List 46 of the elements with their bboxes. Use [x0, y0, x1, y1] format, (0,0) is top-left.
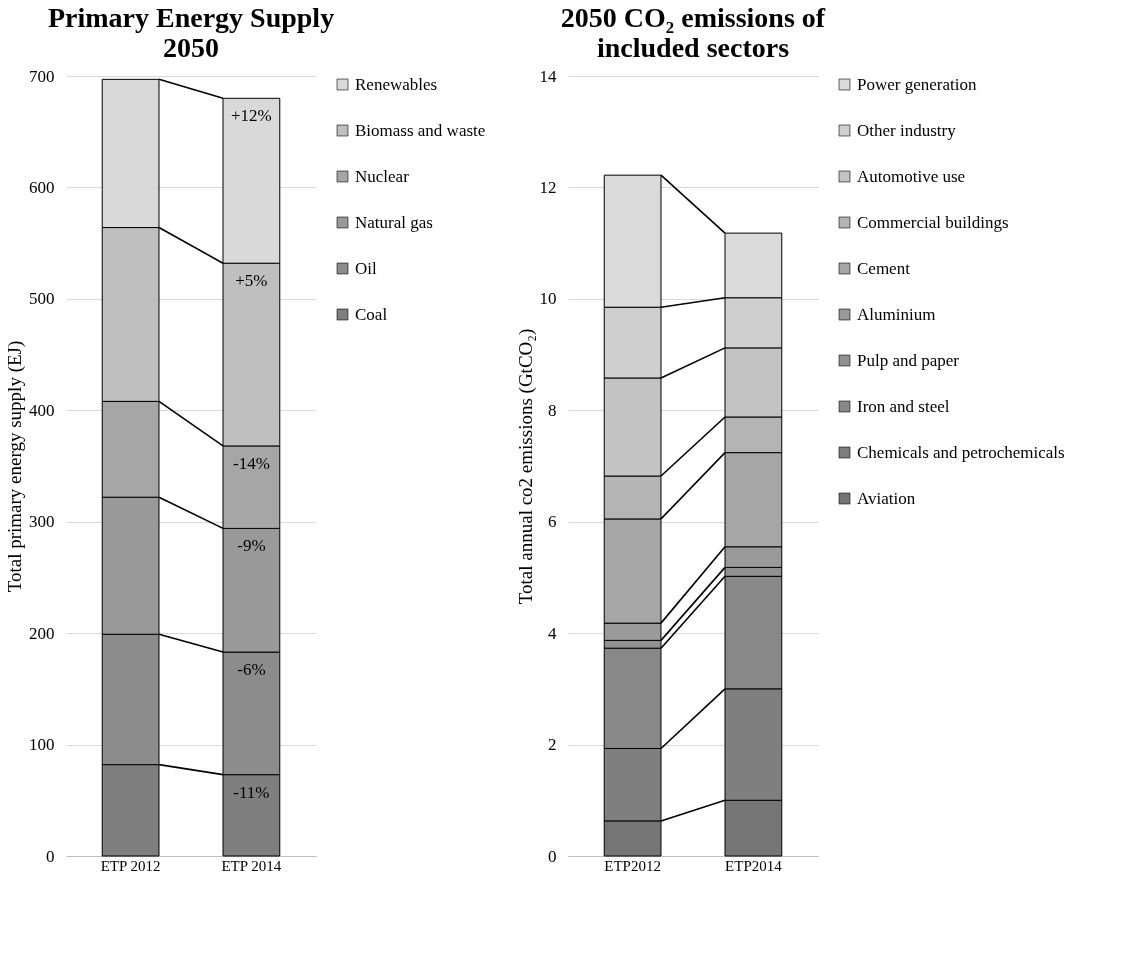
legend-label: Nuclear	[355, 166, 410, 186]
x-tick-label: ETP 2014	[221, 857, 282, 874]
chart-title: Primary Energy Supply 2050	[47, 2, 335, 63]
y-tick-label: 200	[29, 623, 55, 643]
legend-label: Chemicals and petrochemicals	[857, 442, 1065, 462]
y-tick-label: 600	[29, 177, 55, 197]
y-tick-label: 4	[548, 623, 557, 643]
annotation: -6%	[237, 660, 266, 680]
legend-label: Aluminium	[857, 304, 936, 324]
x-tick-label: ETP2014	[725, 857, 783, 874]
y-tick-label: 14	[539, 66, 557, 86]
y-tick-label: 6	[548, 512, 557, 532]
legend-label: Aviation	[857, 488, 916, 508]
y-tick-label: 300	[29, 512, 55, 532]
y-tick-label: 12	[539, 177, 557, 197]
annotation: -9%	[237, 536, 266, 556]
legend-label: Natural gas	[355, 212, 433, 232]
legend-label: Commercial buildings	[857, 212, 1009, 232]
legend-label: Pulp and paper	[857, 350, 960, 370]
y-tick-label: 700	[29, 66, 55, 86]
legend-label: Other industry	[857, 120, 957, 140]
legend-label: Cement	[857, 258, 911, 278]
y-tick-label: 100	[29, 735, 55, 755]
annotation: -11%	[233, 782, 270, 802]
annotation: +5%	[235, 271, 268, 291]
y-tick-label: 10	[539, 289, 557, 309]
chart-title: 2050 CO₂ emissions of included sectors	[560, 2, 826, 63]
y-tick-label: 2	[548, 735, 557, 755]
x-tick-label: ETP2012	[604, 857, 661, 874]
legend-label: Iron and steel	[857, 396, 950, 416]
legend-label: Automotive use	[857, 166, 966, 186]
y-axis-title: Total primary energy supply (EJ)	[4, 340, 26, 593]
annotation: -14%	[232, 453, 270, 473]
y-tick-label: 8	[548, 400, 557, 420]
annotation: +12%	[231, 106, 272, 126]
y-axis-title: Total annual co2 emissions (GtCO₂)	[514, 328, 537, 605]
legend-label: Oil	[355, 258, 377, 278]
y-tick-label: 0	[46, 846, 55, 866]
legend-label: Coal	[355, 304, 388, 324]
x-tick-label: ETP 2012	[100, 857, 161, 874]
y-tick-label: 0	[548, 846, 557, 866]
legend-label: Power generation	[857, 74, 977, 94]
y-tick-label: 500	[29, 289, 55, 309]
legend-label: Renewables	[355, 74, 438, 94]
y-tick-label: 400	[29, 400, 55, 420]
legend-label: Biomass and waste	[355, 120, 486, 140]
